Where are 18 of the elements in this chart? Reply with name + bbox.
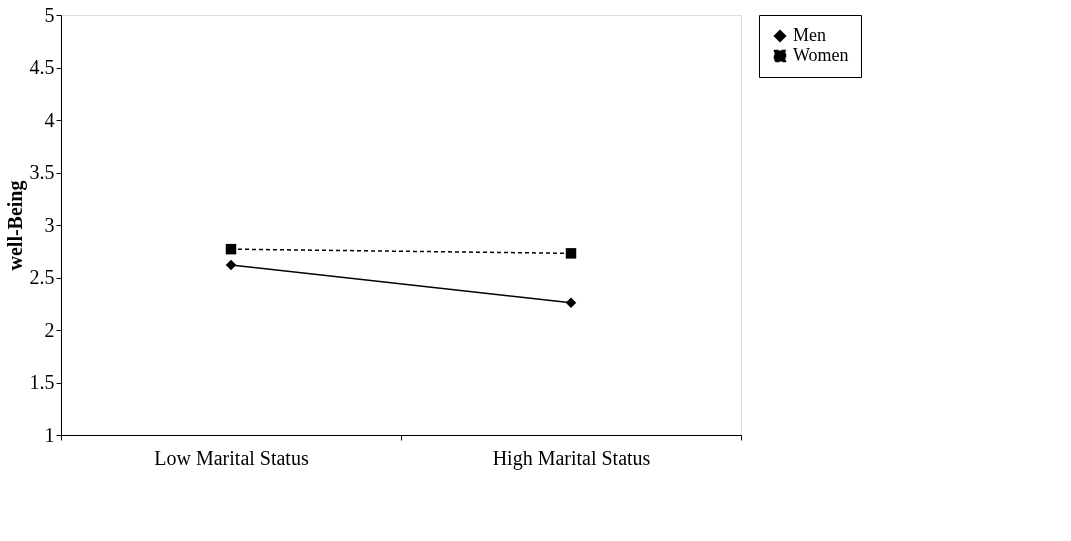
y-tick-label: 3 [44,213,55,236]
x-tick-label: Low Marital Status [154,446,309,469]
y-tick-label: 3.5 [29,161,55,183]
y-tick-label: 5 [44,3,55,26]
point [565,248,577,259]
y-axis-title: well-Being [3,180,27,271]
y-tick-label: 2.5 [29,266,55,288]
y-tick-label: 2 [44,318,55,341]
legend-label: Women [793,45,849,65]
legend-label: Men [793,25,826,45]
point [565,297,577,308]
y-tick-label: 4 [44,108,55,131]
point [225,243,237,255]
y-tick-label: 4.5 [29,56,55,78]
y-tick-label: 1.5 [29,371,55,393]
y-tick-label: 1 [44,423,55,446]
point [225,259,237,271]
x-tick-label: High Marital Status [492,446,651,470]
